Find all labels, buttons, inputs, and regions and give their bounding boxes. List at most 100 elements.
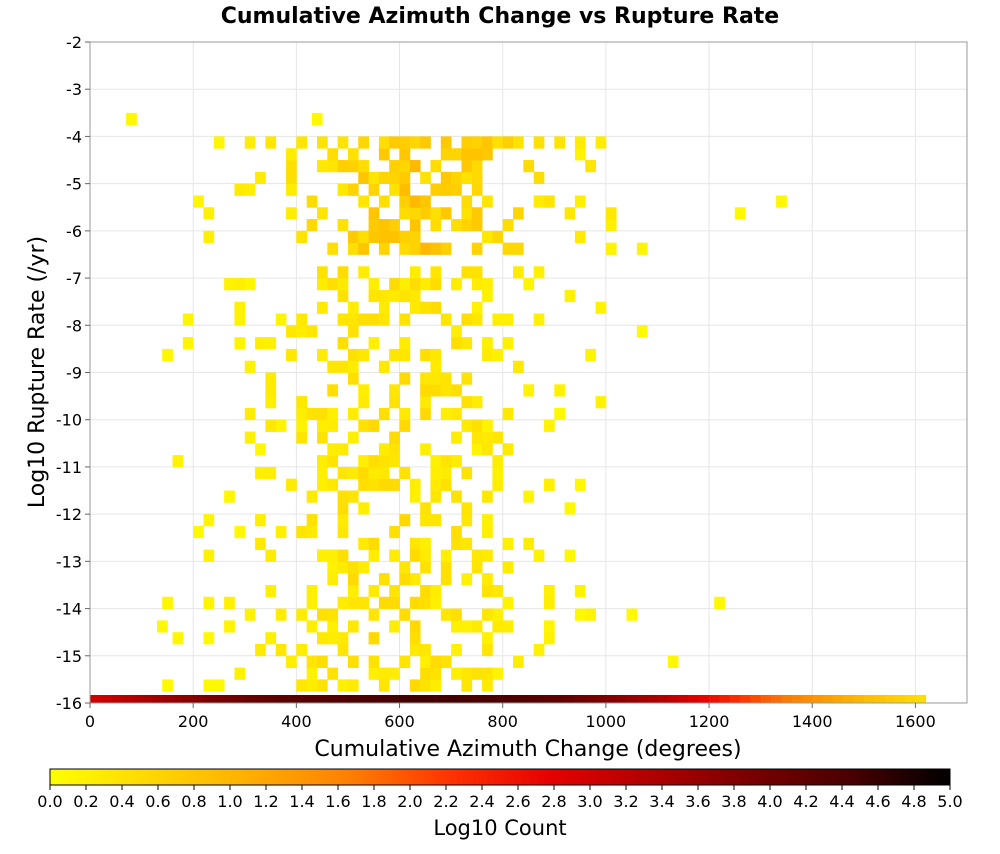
heatmap-cell <box>378 219 390 232</box>
heatmap-cell <box>409 230 421 244</box>
heatmap-cell <box>543 584 555 598</box>
heatmap-cell <box>513 655 524 668</box>
heatmap-cell <box>347 490 359 503</box>
heatmap-cell <box>378 360 390 373</box>
heatmap-cell <box>378 443 390 456</box>
heatmap-cell <box>543 478 555 491</box>
heatmap-cell <box>461 136 473 149</box>
heatmap-cell <box>430 183 442 196</box>
heatmap-cell <box>337 502 349 515</box>
heatmap-cell <box>440 372 452 385</box>
heatmap-cell <box>482 679 493 692</box>
heatmap-cell <box>347 573 359 586</box>
heatmap-cell-bottom <box>647 695 658 703</box>
heatmap-cell <box>337 219 349 232</box>
heatmap-cell <box>347 242 359 255</box>
heatmap-cell <box>316 608 328 621</box>
heatmap-cell-bottom <box>905 695 916 703</box>
heatmap-cell-bottom <box>131 695 142 703</box>
heatmap-cell <box>337 632 349 645</box>
heatmap-cell <box>296 313 308 326</box>
heatmap-cell-bottom <box>90 695 101 703</box>
heatmap-cell <box>461 396 473 409</box>
heatmap-cell <box>337 278 349 291</box>
heatmap-cell <box>399 348 411 362</box>
colorbar-tick-label: 4.8 <box>901 792 926 811</box>
heatmap-cell <box>482 573 493 586</box>
heatmap-cell <box>543 596 555 609</box>
heatmap-cell <box>368 230 380 244</box>
heatmap-cell <box>286 207 297 220</box>
heatmap-cell-bottom <box>894 695 906 703</box>
heatmap-cell <box>471 266 483 279</box>
heatmap-cell <box>337 360 349 373</box>
heatmap-cell <box>409 537 421 550</box>
heatmap-cell <box>482 525 493 539</box>
colorbar-tick-label: 4.6 <box>865 792 890 811</box>
heatmap-cell <box>714 596 725 609</box>
heatmap-cell <box>430 384 442 397</box>
heatmap-cell <box>420 136 431 149</box>
heatmap-cell <box>347 466 359 480</box>
colorbar-tick-label: 2.4 <box>469 792 494 811</box>
heatmap-cell-bottom <box>286 695 297 703</box>
y-tick-label: -7 <box>66 269 82 288</box>
heatmap-cell <box>368 584 380 598</box>
heatmap-cell-bottom <box>513 695 524 703</box>
heatmap-cell-bottom <box>306 695 318 703</box>
colorbar-tick-label: 1.2 <box>253 792 278 811</box>
heatmap-cell <box>286 148 297 161</box>
heatmap-cell <box>368 219 380 232</box>
x-axis-label: Cumulative Azimuth Change (degrees) <box>314 737 741 762</box>
heatmap-cell <box>389 596 400 609</box>
heatmap-cell <box>182 337 194 350</box>
x-tick-label: 400 <box>281 712 312 731</box>
heatmap-cell <box>420 561 431 574</box>
heatmap-cell <box>461 573 473 586</box>
heatmap-cell <box>430 348 442 362</box>
heatmap-cell <box>430 679 442 692</box>
y-tick-label: -10 <box>56 411 82 430</box>
heatmap-cell <box>605 242 617 255</box>
heatmap-cell <box>430 219 442 232</box>
heatmap-cell <box>430 242 442 255</box>
heatmap-cell <box>327 573 339 586</box>
heatmap-cell <box>275 419 287 432</box>
heatmap-cell <box>358 537 369 550</box>
y-tick-label: -3 <box>66 80 82 99</box>
heatmap-cell <box>347 596 359 609</box>
heatmap-cell <box>471 219 483 232</box>
heatmap-cell-bottom <box>760 695 772 703</box>
colorbar-tick-label: 3.4 <box>649 792 674 811</box>
heatmap-cell <box>502 407 514 421</box>
heatmap-cell <box>306 584 318 598</box>
heatmap-cell <box>513 242 524 255</box>
heatmap-cell <box>234 313 246 326</box>
heatmap-cell <box>461 313 473 326</box>
heatmap-cell <box>316 301 328 314</box>
y-tick-label: -8 <box>66 316 82 335</box>
heatmap-cell <box>430 478 442 491</box>
heatmap-cell <box>471 419 483 432</box>
heatmap-cell <box>461 207 473 220</box>
heatmap-cell <box>461 171 473 185</box>
heatmap-cell <box>482 289 493 303</box>
heatmap-cell <box>399 514 411 527</box>
heatmap-cell <box>595 136 607 149</box>
heatmap-cell <box>482 584 493 598</box>
colorbar-tick-label: 1.8 <box>361 792 386 811</box>
heatmap-cell <box>440 455 452 468</box>
grid <box>89 41 967 704</box>
x-axis-ticks: 0 200 400 600 800 1000 1200 1400 1600 <box>85 703 936 731</box>
heatmap-cell <box>275 608 287 621</box>
heatmap-cell-bottom <box>296 695 308 703</box>
heatmap-cell <box>389 443 400 456</box>
y-tick-label: -2 <box>66 33 82 52</box>
x-tick-label: 1600 <box>895 712 936 731</box>
heatmap-cell <box>482 278 493 291</box>
heatmap-cell <box>347 160 359 173</box>
heatmap-cell <box>265 372 277 385</box>
heatmap-cell <box>378 289 390 303</box>
heatmap-cell <box>368 667 380 680</box>
colorbar-tick-label: 0.6 <box>145 792 170 811</box>
